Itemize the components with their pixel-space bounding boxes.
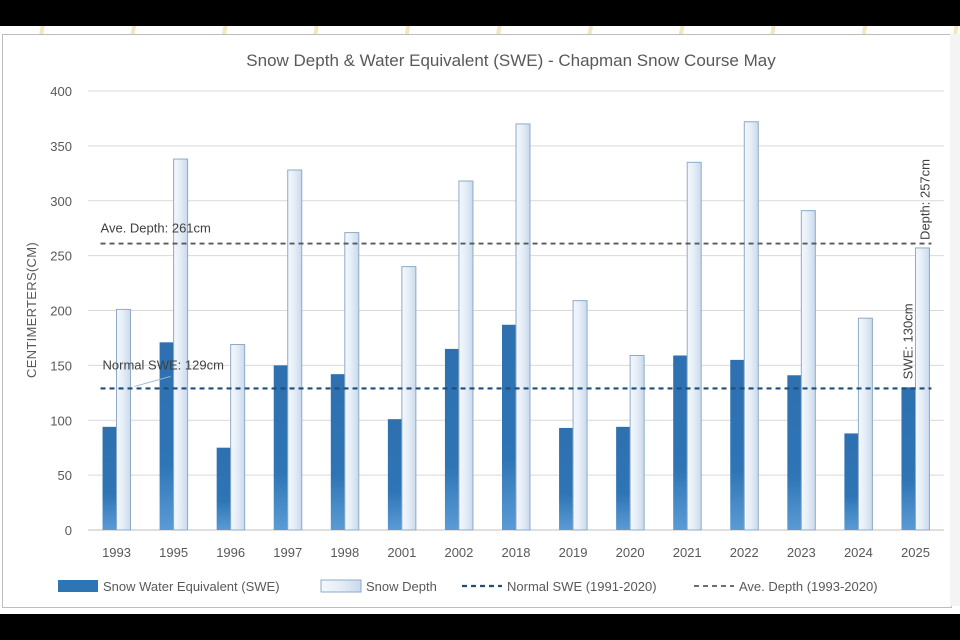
decorative-right-stripe xyxy=(950,34,960,606)
y-tick-label: 250 xyxy=(50,249,72,264)
swe-bar xyxy=(273,365,288,530)
legend-depth-label: Snow Depth xyxy=(366,579,437,594)
x-tick-label: 2001 xyxy=(387,545,416,560)
y-tick-label: 50 xyxy=(58,468,72,483)
swe-bar xyxy=(102,426,117,530)
legend-depth-swatch xyxy=(320,579,362,593)
depth-bar xyxy=(344,232,360,531)
legend-normal-swe-label: Normal SWE (1991-2020) xyxy=(507,579,657,594)
depth-bar xyxy=(173,158,189,531)
depth-bar xyxy=(572,300,588,531)
depth-bar xyxy=(800,210,816,531)
y-tick-label: 0 xyxy=(65,523,72,538)
swe-bar xyxy=(502,324,516,530)
swe-bar xyxy=(444,348,459,530)
x-tick-label: 2021 xyxy=(673,545,702,560)
depth-bar xyxy=(287,169,303,531)
normal-swe-label: Normal SWE: 129cm xyxy=(103,357,224,372)
swe-bar xyxy=(616,426,631,530)
x-tick-label: 2023 xyxy=(787,545,816,560)
swe-bar xyxy=(330,374,345,530)
bars-group xyxy=(102,121,930,531)
x-tick-label: 2025 xyxy=(901,545,930,560)
swe-bar xyxy=(159,342,174,530)
depth-bar xyxy=(686,161,702,531)
depth-2025-annotation: Depth: 257cm xyxy=(917,159,932,240)
x-tick-label: 1993 xyxy=(102,545,131,560)
depth-bar xyxy=(401,266,417,531)
legend: Snow Water Equivalent (SWE) Snow Depth N… xyxy=(58,579,878,594)
swe-bar xyxy=(844,433,859,530)
y-tick-label: 400 xyxy=(50,84,72,99)
legend-swe-label: Snow Water Equivalent (SWE) xyxy=(103,579,280,594)
depth-bar xyxy=(515,123,531,531)
legend-ave-depth-label: Ave. Depth (1993-2020) xyxy=(739,579,878,594)
y-tick-label: 300 xyxy=(50,194,72,209)
x-tick-label: 2018 xyxy=(502,545,531,560)
swe-bar xyxy=(216,447,231,530)
swe-2025-annotation: SWE: 130cm xyxy=(900,303,915,379)
y-tick-label: 350 xyxy=(50,139,72,154)
decorative-top-strip xyxy=(0,26,960,34)
swe-bar xyxy=(673,355,688,530)
x-tick-label: 2024 xyxy=(844,545,873,560)
x-tick-label: 2022 xyxy=(730,545,759,560)
x-tick-label: 1998 xyxy=(330,545,359,560)
swe-bar xyxy=(387,419,402,530)
swe-bar xyxy=(787,375,802,530)
x-tick-label: 2020 xyxy=(616,545,645,560)
y-axis-ticks: 0 50 100 150 200 250 300 350 400 xyxy=(50,84,72,538)
depth-bar xyxy=(458,180,474,531)
swe-bar xyxy=(730,359,745,530)
depth-bar xyxy=(230,344,246,531)
depth-bar xyxy=(743,121,759,531)
y-tick-label: 150 xyxy=(50,358,72,373)
legend-swe-swatch xyxy=(58,580,98,592)
x-tick-label: 2019 xyxy=(559,545,588,560)
depth-bar xyxy=(629,354,645,531)
y-axis-title: CENTIMERTERS(CM) xyxy=(24,242,39,378)
depth-bar xyxy=(116,308,132,531)
normal-swe-leader-line xyxy=(134,375,171,387)
x-tick-label: 1997 xyxy=(273,545,302,560)
swe-bar xyxy=(901,387,916,530)
x-tick-label: 1996 xyxy=(216,545,245,560)
y-tick-label: 100 xyxy=(50,413,72,428)
chart-title: Snow Depth & Water Equivalent (SWE) - Ch… xyxy=(246,51,776,70)
x-tick-label: 2002 xyxy=(444,545,473,560)
swe-bar xyxy=(559,427,574,530)
ave-depth-label: Ave. Depth: 261cm xyxy=(101,221,211,236)
y-tick-label: 200 xyxy=(50,304,72,319)
x-axis-ticks: 1993 1995 1996 1997 1998 2001 2002 2018 2019 2020… xyxy=(102,545,930,560)
x-tick-label: 1995 xyxy=(159,545,188,560)
depth-bar xyxy=(857,317,873,531)
